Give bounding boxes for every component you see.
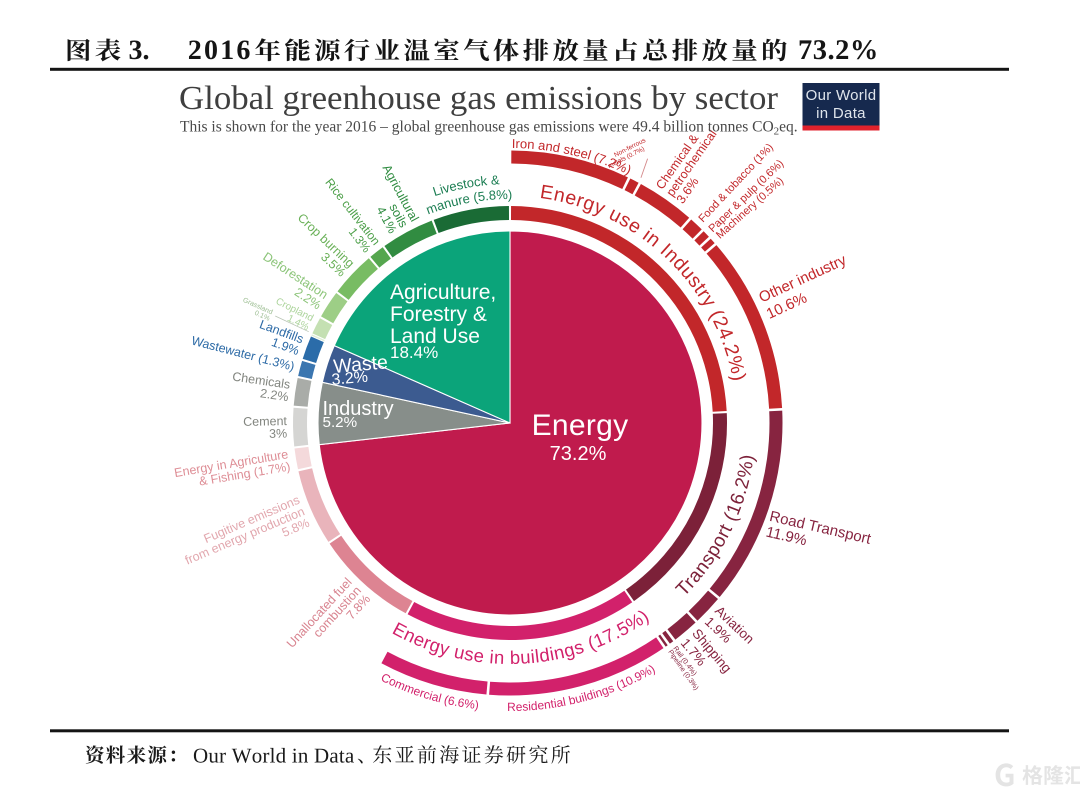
svg-text:Industry: Industry	[323, 398, 394, 420]
svg-text:18.4%: 18.4%	[390, 343, 438, 362]
svg-text:This is shown for the year 201: This is shown for the year 2016 – global…	[180, 119, 798, 138]
svg-text:Chemical &petrochemical3.6%: Chemical &petrochemical3.6%	[653, 120, 730, 206]
svg-text:in Data: in Data	[816, 105, 866, 122]
svg-text:Forestry &: Forestry &	[390, 303, 487, 326]
svg-text:Land Use: Land Use	[390, 325, 480, 348]
svg-text:Cement3%: Cement3%	[243, 414, 288, 441]
svg-text:Waste: Waste	[333, 351, 389, 378]
svg-text:5.2%: 5.2%	[323, 414, 358, 431]
svg-text:Global greenhouse gas emission: Global greenhouse gas emissions by secto…	[179, 80, 779, 117]
svg-text:Agriculture,: Agriculture,	[390, 281, 496, 304]
svg-text:Our World: Our World	[806, 87, 877, 104]
svg-text:3.2%: 3.2%	[331, 369, 369, 389]
svg-text:Energy: Energy	[532, 409, 629, 442]
svg-text:73.2%: 73.2%	[550, 443, 607, 465]
